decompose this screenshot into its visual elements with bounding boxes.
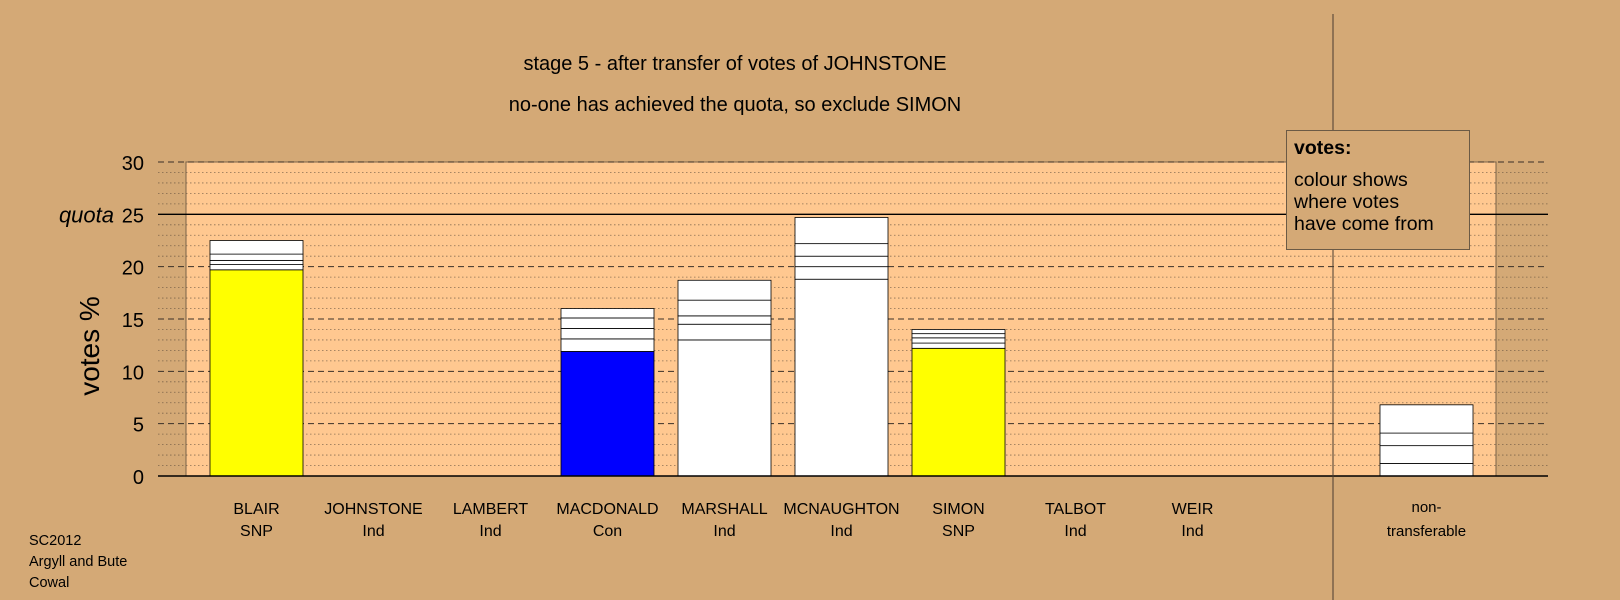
legend-text: colour shows where votes have come from xyxy=(1294,169,1434,235)
bar-mcnaughton-segment xyxy=(794,266,889,280)
bar-nontransferable-segment xyxy=(1379,404,1474,434)
bar-nontransferable-segment xyxy=(1379,463,1474,477)
candidate-name-weir: WEIR xyxy=(1172,501,1214,518)
quota-label: quota xyxy=(59,202,114,227)
bar-mcnaughton-segment xyxy=(794,243,889,257)
candidate-name-johnstone: JOHNSTONE xyxy=(324,501,422,518)
bar-blair-segment xyxy=(209,269,304,477)
candidate-name-mcnaughton: MCNAUGHTON xyxy=(783,501,899,518)
y-tick-label: 20 xyxy=(122,258,144,280)
bar-marshall-segment xyxy=(677,315,772,325)
chart-title: stage 5 - after transfer of votes of JOH… xyxy=(523,53,947,75)
legend-title: votes: xyxy=(1294,137,1352,159)
candidate-name-marshall: MARSHALL xyxy=(681,501,767,518)
candidate-party-macdonald: Con xyxy=(593,523,622,540)
bar-macdonald-segment xyxy=(560,308,655,319)
bar-mcnaughton-segment xyxy=(794,217,889,245)
bar-mcnaughton-segment xyxy=(794,255,889,268)
bar-simon-segment xyxy=(911,347,1006,477)
y-axis-label: votes % xyxy=(74,296,105,396)
candidate-party-blair: SNP xyxy=(240,523,273,540)
bar-macdonald-segment xyxy=(560,338,655,352)
footer-line-ward: Cowal xyxy=(29,575,70,591)
candidate-party-mcnaughton: Ind xyxy=(830,523,852,540)
candidate-party-talbot: Ind xyxy=(1064,523,1086,540)
bar-blair-segment xyxy=(209,264,304,271)
bar-macdonald-segment xyxy=(560,351,655,477)
bar-marshall-segment xyxy=(677,323,772,341)
candidate-name-simon: SIMON xyxy=(932,501,984,518)
bar-marshall-segment xyxy=(677,299,772,317)
chart-subtitle: no-one has achieved the quota, so exclud… xyxy=(508,94,962,116)
candidate-name-talbot: TALBOT xyxy=(1045,501,1106,518)
bar-blair-segment xyxy=(209,240,304,255)
bar-simon-segment xyxy=(911,337,1006,344)
bar-simon-segment xyxy=(911,333,1006,339)
bar-mcnaughton-segment xyxy=(794,278,889,477)
candidate-name-macdonald: MACDONALD xyxy=(556,501,658,518)
bar-marshall-segment xyxy=(677,279,772,301)
y-tick-label: 10 xyxy=(122,362,144,384)
bar-simon-segment xyxy=(911,329,1006,335)
candidate-name-blair: BLAIR xyxy=(233,501,279,518)
footer-info: SC2012 Argyll and Bute Cowal xyxy=(29,531,127,594)
candidate-name-lambert: LAMBERT xyxy=(453,501,529,518)
y-tick-label: 15 xyxy=(122,310,144,332)
y-tick-label: 5 xyxy=(133,415,144,437)
bar-blair-segment xyxy=(209,253,304,261)
nontransferable-label-line1: non- xyxy=(1411,499,1441,516)
footer-line-council: Argyll and Bute xyxy=(29,554,128,570)
candidate-party-marshall: Ind xyxy=(713,523,735,540)
bar-nontransferable-segment xyxy=(1379,432,1474,447)
bar-macdonald-segment xyxy=(560,317,655,329)
bar-nontransferable-segment xyxy=(1379,445,1474,464)
bar-marshall-segment xyxy=(677,339,772,477)
y-tick-label: 0 xyxy=(133,467,144,489)
bar-blair-segment xyxy=(209,259,304,265)
y-tick-label: 25 xyxy=(122,205,144,227)
candidate-party-lambert: Ind xyxy=(479,523,501,540)
bar-macdonald-segment xyxy=(560,328,655,340)
bar-simon-segment xyxy=(911,342,1006,349)
footer-line-election: SC2012 xyxy=(29,533,82,549)
legend-box: votes: colour shows where votes have com… xyxy=(1286,130,1470,250)
candidate-party-johnstone: Ind xyxy=(362,523,384,540)
candidate-party-weir: Ind xyxy=(1181,523,1203,540)
y-tick-label: 30 xyxy=(122,153,144,175)
nontransferable-label-line2: transferable xyxy=(1387,523,1466,540)
candidate-party-simon: SNP xyxy=(942,523,975,540)
